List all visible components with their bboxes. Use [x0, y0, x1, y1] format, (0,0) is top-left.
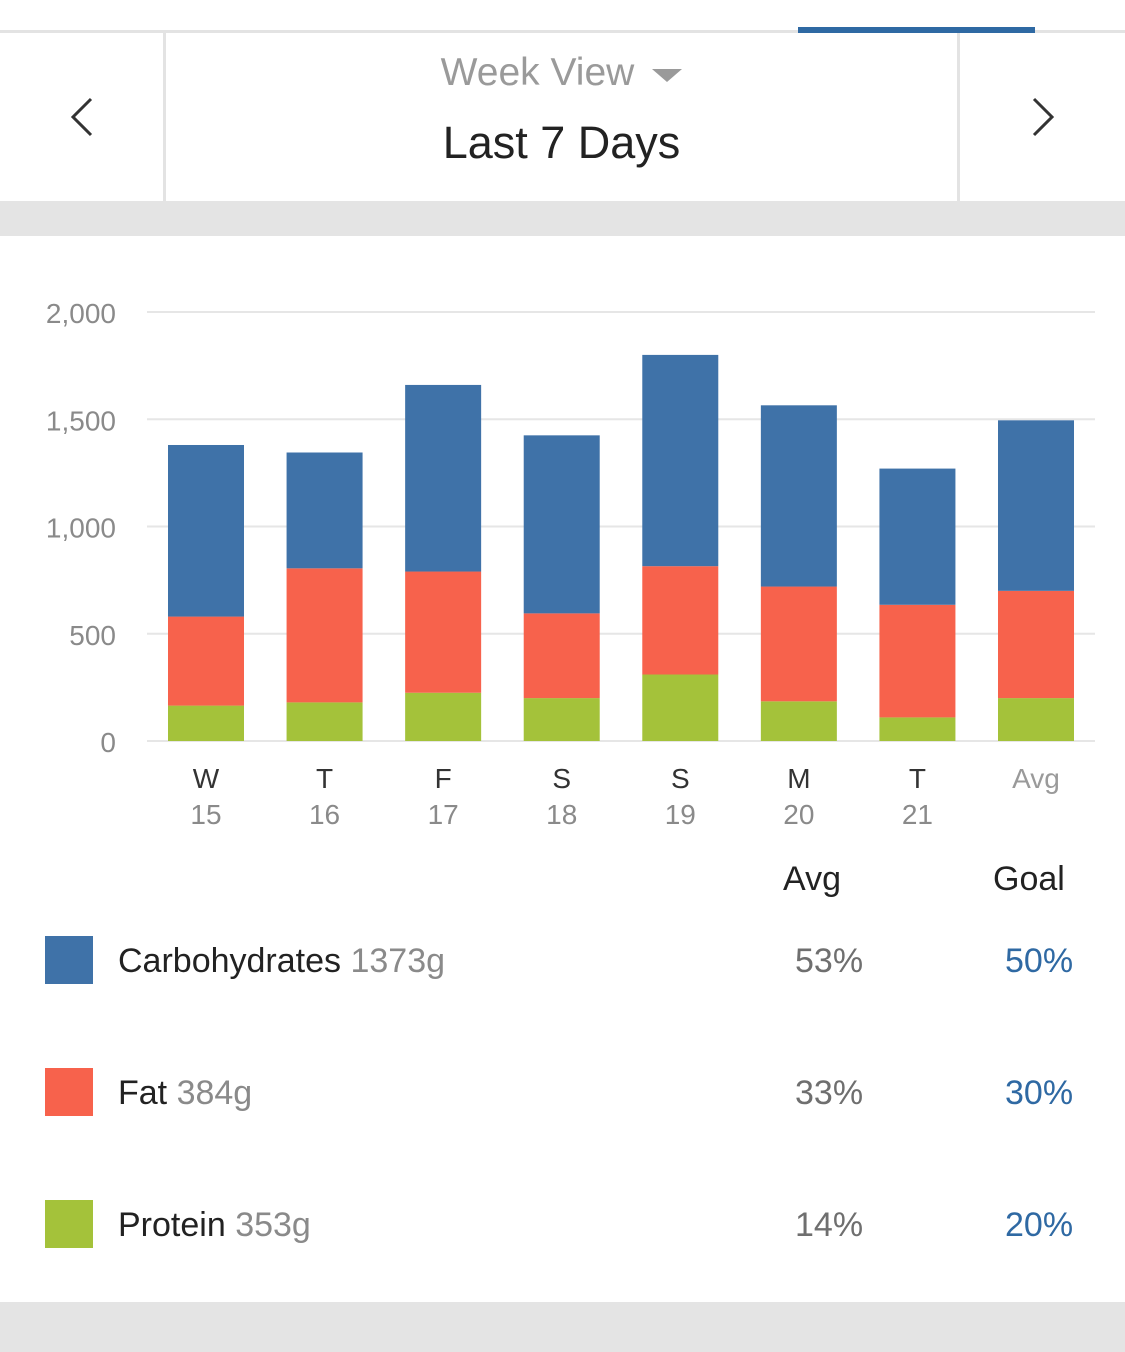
macro-row-protein: Protein 353g 14% 20%	[0, 1200, 1125, 1250]
macro-name: Protein	[118, 1206, 226, 1244]
x-tick-day-label: Avg	[1012, 763, 1060, 794]
bar-carbohydrates[interactable]	[405, 384, 482, 572]
view-dropdown-label: Week View	[440, 51, 635, 94]
caret-down-icon	[652, 68, 683, 82]
bar-fat[interactable]	[168, 616, 244, 706]
bar-carbohydrates[interactable]	[168, 444, 244, 617]
bar-fat[interactable]	[286, 568, 363, 703]
x-tick-day-label: S	[671, 763, 690, 794]
x-tick-day-label: M	[787, 763, 810, 794]
top-divider	[0, 30, 1125, 33]
active-tab-indicator	[798, 27, 1035, 33]
bar-carbohydrates[interactable]	[523, 435, 600, 614]
bar-fat[interactable]	[760, 586, 837, 702]
y-tick-label: 2,000	[46, 298, 116, 329]
x-tick-date-label: 21	[902, 799, 933, 830]
macro-grams: 384g	[176, 1074, 253, 1112]
macro-label: Carbohydrates 1373g	[118, 942, 445, 981]
chevron-right-icon	[1032, 97, 1054, 137]
bar-protein[interactable]	[168, 705, 244, 741]
x-tick-day-label: F	[435, 763, 452, 794]
macro-name: Carbohydrates	[118, 942, 342, 980]
bar-carbohydrates[interactable]	[760, 405, 837, 587]
y-tick-label: 0	[100, 727, 116, 758]
macro-avg-percent: 53%	[795, 942, 864, 980]
period-selector: Week View Last 7 Days	[166, 33, 957, 201]
bar-protein[interactable]	[642, 674, 719, 741]
bar-fat[interactable]	[879, 604, 956, 718]
view-dropdown[interactable]: Week View	[166, 51, 957, 95]
chevron-left-icon	[70, 97, 92, 137]
previous-period-button[interactable]	[0, 33, 166, 201]
x-tick-date-label: 15	[190, 799, 221, 830]
bar-protein[interactable]	[879, 717, 956, 741]
x-tick-date-label: 18	[546, 799, 577, 830]
x-tick-day-label: T	[909, 763, 926, 794]
y-tick-label: 1,500	[46, 405, 116, 436]
macro-row-fat: Fat 384g 33% 30%	[0, 1068, 1125, 1118]
macro-goal-percent[interactable]: 30%	[1005, 1074, 1074, 1112]
macro-name: Fat	[118, 1074, 168, 1112]
macro-label: Fat 384g	[118, 1074, 252, 1113]
macro-avg-percent: 33%	[795, 1074, 864, 1112]
x-tick-day-label: W	[193, 763, 220, 794]
goal-column-header: Goal	[993, 860, 1065, 898]
x-tick-date-label: 20	[783, 799, 814, 830]
y-tick-label: 500	[69, 620, 116, 651]
x-tick-date-label: 19	[665, 799, 696, 830]
protein-swatch	[45, 1200, 93, 1248]
fat-swatch	[45, 1068, 93, 1116]
section-separator	[0, 201, 1125, 236]
bar-fat[interactable]	[523, 613, 600, 699]
x-tick-day-label: S	[552, 763, 571, 794]
period-title: Last 7 Days	[442, 117, 681, 168]
bar-carbohydrates[interactable]	[286, 452, 363, 569]
macros-stacked-bar-chart: 0 500 1,000 1,500 2,000 W 15 T 16 F 17 S 18 S 19 M 20 T 21…	[46, 298, 1095, 830]
macro-goal-percent[interactable]: 20%	[1005, 1206, 1074, 1244]
x-tick-day-label: T	[316, 763, 333, 794]
carbohydrates-swatch	[45, 936, 93, 984]
next-period-button[interactable]	[957, 33, 1125, 201]
bar-carbohydrates[interactable]	[879, 468, 956, 605]
bar-protein[interactable]	[405, 692, 482, 741]
x-tick-date-label: 16	[309, 799, 340, 830]
macro-row-carbohydrates: Carbohydrates 1373g 53% 50%	[0, 936, 1125, 986]
bar-carbohydrates[interactable]	[642, 354, 719, 567]
macro-avg-percent: 14%	[795, 1206, 864, 1244]
bar-carbohydrates[interactable]	[998, 420, 1074, 591]
bar-protein[interactable]	[998, 698, 1074, 741]
macro-grams: 353g	[235, 1206, 311, 1244]
bar-fat[interactable]	[998, 590, 1074, 699]
x-tick-date-label: 17	[428, 799, 459, 830]
bar-protein[interactable]	[286, 702, 363, 741]
avg-column-header: Avg	[783, 860, 841, 898]
bar-fat[interactable]	[642, 566, 719, 675]
bar-fat[interactable]	[405, 571, 482, 693]
date-navigation-header: Week View Last 7 Days	[0, 33, 1125, 201]
macro-goal-percent[interactable]: 50%	[1005, 942, 1074, 980]
macro-grams: 1373g	[350, 942, 446, 980]
bar-protein[interactable]	[760, 701, 837, 741]
y-tick-label: 1,000	[46, 513, 116, 544]
bottom-separator	[0, 1302, 1125, 1352]
macro-label: Protein 353g	[118, 1206, 311, 1245]
bar-protein[interactable]	[523, 698, 600, 741]
